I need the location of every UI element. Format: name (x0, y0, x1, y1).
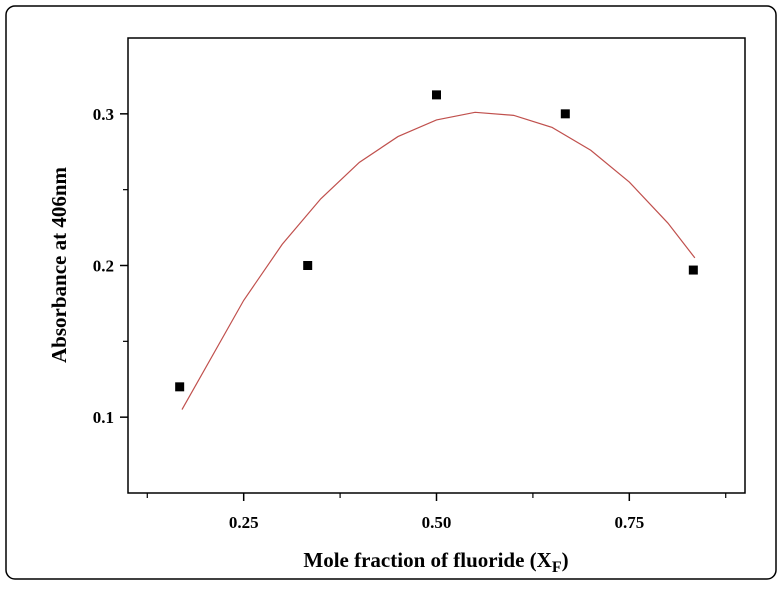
data-point (432, 90, 441, 100)
plot-area (127, 37, 746, 494)
frame (5, 5, 777, 580)
y-axis-title: Absorbance at 406nm (47, 166, 71, 363)
x-axis-title-suffix: ) (562, 548, 569, 572)
y-tick-label: 0.1 (93, 408, 114, 427)
y-tick-label: 0.3 (93, 105, 114, 124)
x-tick-label: 0.50 (422, 513, 452, 532)
data-point (560, 109, 570, 119)
x-tick-label: 0.75 (614, 513, 644, 532)
data-point (688, 265, 698, 275)
x-axis-title-text: Mole fraction of fluoride (X (303, 548, 551, 572)
x-tick-label: 0.25 (229, 513, 259, 532)
x-axis-title-subscript: F (552, 559, 562, 576)
data-point (175, 382, 185, 392)
fit-curve (181, 111, 696, 410)
y-tick-label: 0.2 (93, 257, 114, 276)
data-point (303, 261, 313, 270)
x-axis-title: Mole fraction of fluoride (XF) (303, 548, 568, 576)
